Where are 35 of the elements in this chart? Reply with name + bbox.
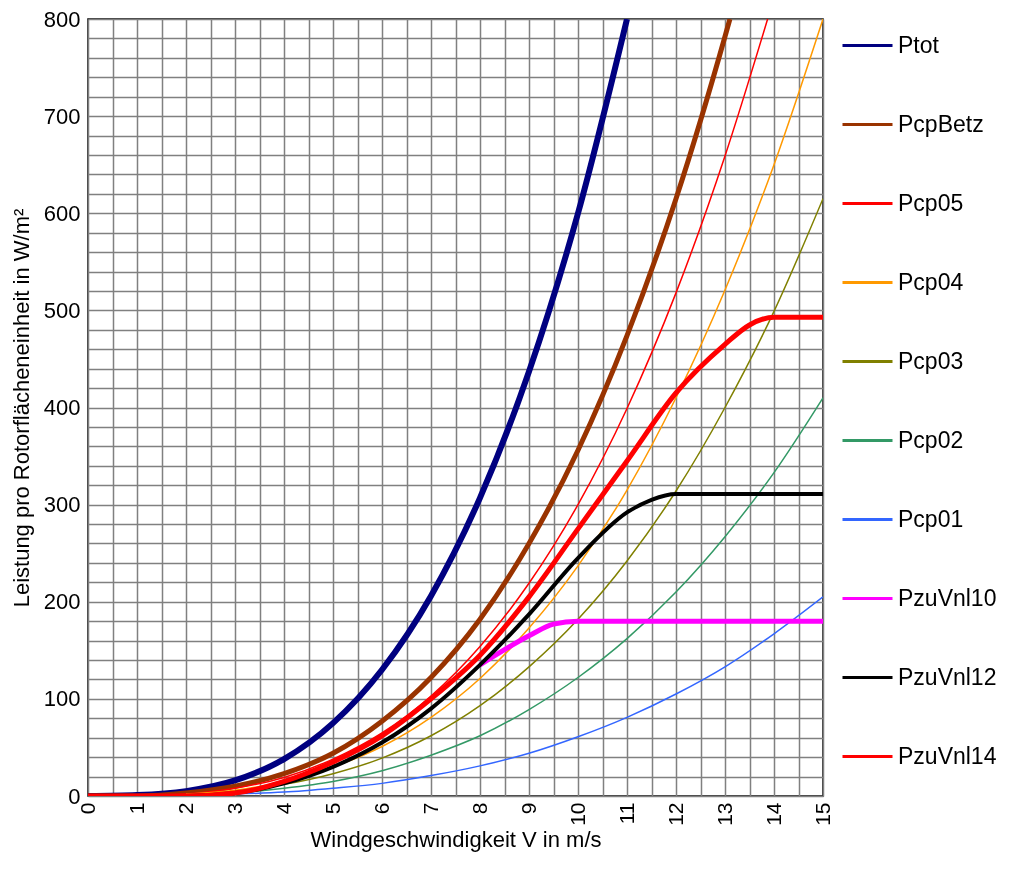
x-tick-label: 3: [222, 802, 246, 815]
x-tick-label: 1: [124, 802, 148, 815]
legend-label: PzuVnl14: [898, 742, 997, 769]
x-tick-label: 15: [810, 802, 834, 826]
x-tick-label: 4: [271, 802, 295, 815]
legend-label: Pcp01: [898, 505, 964, 532]
legend-label: Ptot: [898, 31, 940, 58]
x-tick-label: 6: [369, 802, 393, 815]
y-tick-label: 500: [43, 297, 81, 323]
y-tick-label: 700: [43, 103, 81, 129]
x-tick-label: 2: [173, 802, 197, 815]
y-tick-label: 200: [43, 589, 81, 615]
y-tick-label: 400: [43, 395, 81, 420]
y-tick-label: 300: [43, 492, 81, 518]
x-axis-title: Windgeschwindigkeit V in m/s: [310, 826, 602, 852]
y-tick-label: 100: [43, 686, 81, 712]
legend-label: Pcp05: [898, 189, 964, 216]
legend-label: PzuVnl10: [898, 584, 997, 611]
x-tick-label: 13: [712, 802, 736, 826]
legend-label: PcpBetz: [898, 110, 984, 137]
legend-label: Pcp02: [898, 426, 964, 453]
x-tick-label: 7: [418, 802, 442, 815]
legend-label: Pcp04: [898, 268, 964, 295]
legend-label: PzuVnl12: [898, 663, 997, 690]
x-tick-label: 10: [565, 802, 589, 826]
legend-label: Pcp03: [898, 347, 964, 374]
y-tick-label: 800: [43, 6, 81, 32]
x-tick-label: 8: [467, 802, 491, 815]
y-axis-title: Leistung pro Rotorflächeneinheit in W/m²: [8, 208, 34, 608]
y-tick-label: 600: [43, 200, 81, 226]
x-tick-label: 12: [663, 802, 687, 826]
x-tick-label: 11: [614, 802, 638, 825]
x-tick-label: 5: [320, 802, 344, 815]
x-tick-label: 9: [516, 802, 540, 815]
x-tick-label: 14: [761, 802, 785, 826]
